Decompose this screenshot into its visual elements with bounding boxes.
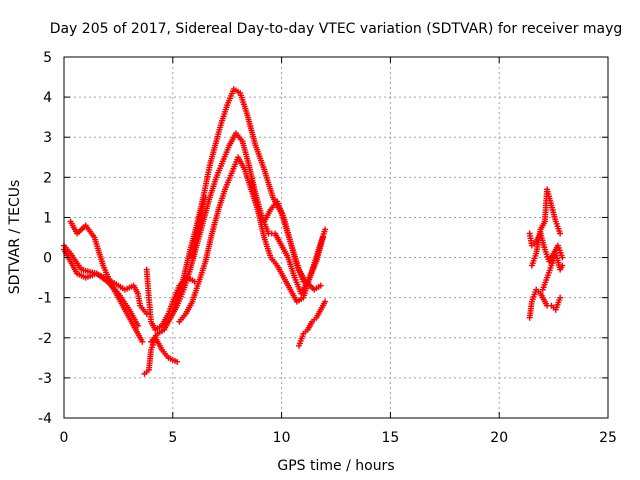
axis-ticks xyxy=(63,56,609,419)
y-tick-label: -3 xyxy=(38,371,52,387)
y-tick-labels: -4 -3 -2 -1 0 1 2 3 4 5 xyxy=(38,50,52,427)
x-tick-label: 20 xyxy=(490,430,508,446)
x-tick-labels: 0 5 10 15 20 25 xyxy=(60,430,617,446)
series-track-14 xyxy=(528,186,564,269)
series-track-2 xyxy=(67,218,146,345)
x-tick-label: 5 xyxy=(168,430,177,446)
y-tick-label: -1 xyxy=(38,291,52,307)
data-point xyxy=(174,358,181,365)
x-tick-label: 15 xyxy=(381,430,399,446)
x-axis-label: GPS time / hours xyxy=(277,458,394,474)
y-tick-label: -2 xyxy=(38,331,52,347)
data-point xyxy=(143,310,150,317)
data-point xyxy=(134,322,141,329)
y-tick-label: -4 xyxy=(38,411,52,427)
data-point xyxy=(139,338,146,345)
y-tick-label: 4 xyxy=(43,90,52,106)
data-point xyxy=(559,262,566,269)
data-point xyxy=(557,294,564,301)
chart-title: Day 205 of 2017, Sidereal Day-to-day VTE… xyxy=(50,21,623,37)
data-point xyxy=(202,194,209,201)
plot-frame xyxy=(63,56,609,419)
y-tick-label: 5 xyxy=(43,50,52,66)
y-tick-label: 1 xyxy=(43,210,52,226)
series-track-8 xyxy=(176,154,329,325)
data-points xyxy=(61,86,566,377)
data-point xyxy=(557,230,564,237)
x-tick-label: 10 xyxy=(273,430,291,446)
y-tick-label: 0 xyxy=(43,251,52,267)
series-track-4 xyxy=(141,334,181,377)
series-track-9 xyxy=(189,194,209,261)
x-tick-label: 25 xyxy=(599,430,617,446)
grid xyxy=(64,57,608,418)
data-point xyxy=(317,282,324,289)
data-point xyxy=(300,278,307,285)
data-point xyxy=(322,226,329,233)
x-tick-label: 0 xyxy=(60,430,69,446)
data-point xyxy=(322,298,329,305)
series-track-15 xyxy=(539,250,566,293)
y-tick-label: 3 xyxy=(43,130,52,146)
data-point xyxy=(559,254,566,261)
series-track-11 xyxy=(296,298,329,349)
series-track-10 xyxy=(248,178,307,285)
y-axis-label: SDTVAR / TECUs xyxy=(7,180,23,295)
series-track-12 xyxy=(526,286,564,321)
y-tick-label: 2 xyxy=(43,170,52,186)
